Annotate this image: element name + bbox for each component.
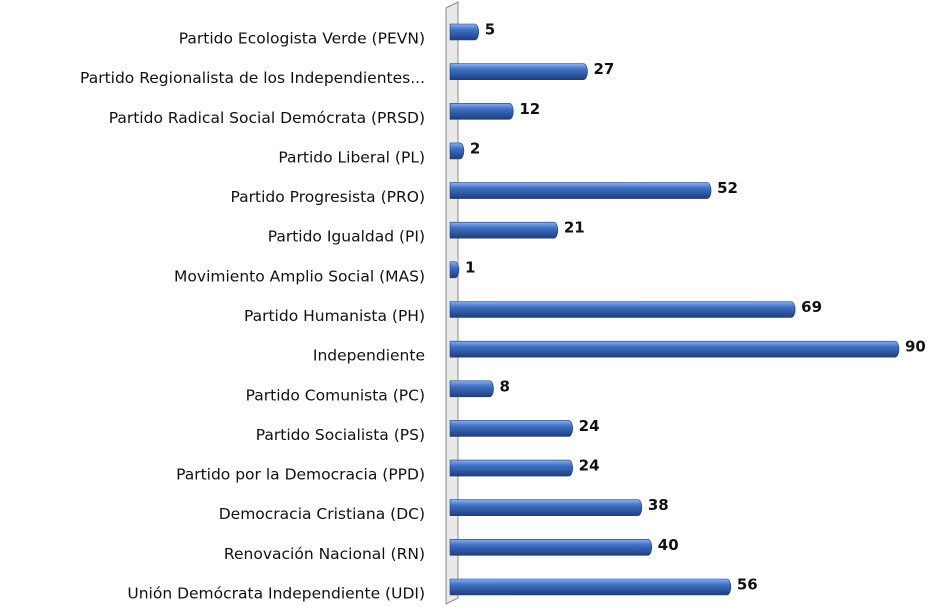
bar	[449, 499, 643, 517]
bar	[449, 459, 573, 477]
value-label: 40	[658, 536, 679, 554]
bar	[449, 63, 588, 80]
category-label: Partido Regionalista de los Independient…	[80, 69, 425, 87]
bar	[449, 23, 479, 41]
bar	[449, 539, 653, 556]
value-label: 21	[564, 219, 585, 237]
category-label: Independiente	[313, 347, 425, 365]
category-label: Partido Humanista (PH)	[244, 307, 425, 325]
category-label: Movimiento Amplio Social (MAS)	[174, 267, 425, 285]
value-label: 56	[737, 576, 758, 594]
category-label: Renovación Nacional (RN)	[224, 545, 425, 563]
bar	[449, 301, 796, 318]
category-label: Partido Igualdad (PI)	[268, 228, 425, 246]
value-label: 12	[519, 100, 540, 118]
value-label: 1	[465, 258, 475, 276]
category-label: Partido Socialista (PS)	[256, 426, 425, 444]
category-label: Partido Ecologista Verde (PEVN)	[179, 30, 425, 48]
value-label: 90	[905, 338, 926, 356]
value-label: 5	[485, 21, 495, 39]
category-label: Partido Progresista (PRO)	[230, 188, 425, 206]
bar	[449, 221, 559, 239]
bar	[449, 102, 514, 120]
category-label: Partido Radical Social Demócrata (PRSD)	[109, 109, 425, 127]
bar	[449, 142, 465, 160]
bar	[449, 340, 900, 358]
bar	[449, 380, 494, 398]
value-label: 2	[470, 139, 480, 157]
value-label: 8	[500, 377, 510, 395]
value-label: 52	[717, 179, 738, 197]
value-label: 24	[579, 457, 600, 475]
category-label: Partido Comunista (PC)	[246, 386, 425, 404]
category-label: Partido Liberal (PL)	[278, 148, 425, 166]
category-label: Partido por la Democracia (PPD)	[176, 466, 425, 484]
value-label: 69	[801, 298, 822, 316]
bar	[449, 420, 573, 437]
value-label: 27	[594, 60, 615, 78]
value-label: 24	[579, 417, 600, 435]
bar	[449, 261, 460, 279]
category-label: Democracia Cristiana (DC)	[219, 505, 425, 523]
bar	[449, 578, 732, 596]
bar	[449, 182, 712, 199]
category-label: Unión Demócrata Independiente (UDI)	[127, 585, 425, 603]
value-label: 38	[648, 496, 669, 514]
